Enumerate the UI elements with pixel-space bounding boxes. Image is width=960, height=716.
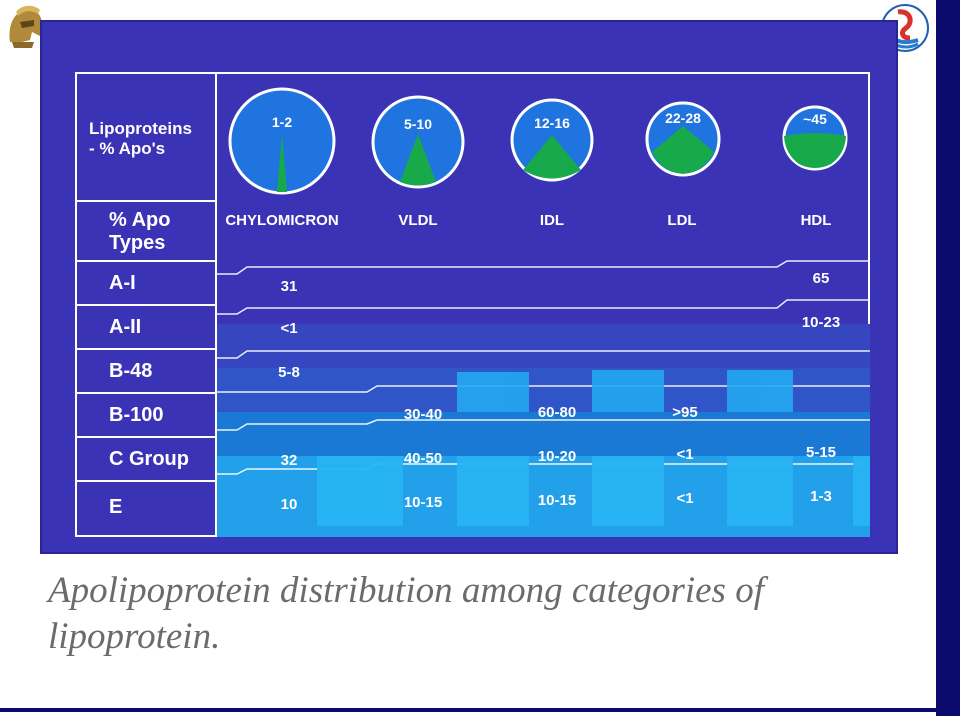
cell-e-ldl: <1 [676,490,694,507]
right-border-bar [936,0,960,716]
col-chylomicron: CHYLOMICRON [225,212,339,229]
cell-b48-chylomicron: 5-8 [278,364,300,381]
cell-b100-vldl: 30-40 [403,406,443,423]
cell-b100-ldl: >95 [672,404,698,421]
lipoprotein-table: Lipoproteins - % Apo's % Apo Types 1-2 5… [75,72,870,537]
caption-line2: lipoprotein. [48,616,221,657]
cell-a1-chylomicron: 31 [280,278,298,295]
cell-b100-idl: 60-80 [537,404,577,421]
header-label-line2: - % Apo's [89,139,166,158]
b48-band [217,324,870,368]
cell-c-chylomicron: 32 [280,452,298,469]
bottom-border-line [0,708,936,712]
circle-hdl: ~45 [781,104,849,172]
row-label-b48: B-48 [109,359,153,382]
circle-chylomicron: 1-2 [227,86,337,196]
types-label: % Apo Types [77,202,215,262]
circle-label: 22-28 [665,110,701,126]
types-label-line2: Types [109,232,166,254]
cell-a2-hdl: 10-23 [801,314,841,331]
row-divider [77,436,215,438]
circle-label: ~45 [803,111,827,127]
cell-a2-chylomicron: <1 [280,320,298,337]
col-hdl: HDL [800,212,832,229]
row-label-b100: B-100 [109,403,164,426]
row-divider [77,392,215,394]
col-vldl: VLDL [398,212,438,229]
row-divider [77,480,215,482]
col-idl: IDL [539,212,565,229]
cell-e-hdl: 1-3 [810,488,832,505]
row-label-c-group: C Group [109,447,189,470]
caption-line1: Apolipoprotein distribution among catego… [48,570,764,611]
row-label-a2: A-II [109,315,142,338]
circle-idl: 12-16 [509,97,595,183]
circle-label: 1-2 [271,114,293,130]
col-ldl: LDL [667,212,697,229]
cell-c-vldl: 40-50 [403,450,443,467]
header-label: Lipoproteins - % Apo's [77,84,215,194]
cell-e-chylomicron: 10 [280,496,298,513]
cell-e-vldl: 10-15 [403,494,443,511]
column-divider [215,74,217,535]
cell-c-hdl: 5-15 [805,444,837,461]
types-label-line1: % Apo [109,209,171,231]
helmet-logo-icon [4,2,48,50]
cell-c-ldl: <1 [676,446,694,463]
row-divider [77,200,215,202]
row-label-a1: A-I [109,271,136,294]
circle-label: 12-16 [534,115,570,131]
row-label-e: E [109,495,123,518]
row-divider [77,348,215,350]
cell-c-idl: 10-20 [537,448,577,465]
row-step-lines [217,260,870,526]
cell-e-idl: 10-15 [537,492,577,509]
slide-panel: Lipoproteins - % Apo's % Apo Types 1-2 5… [40,20,898,554]
caption: Apolipoprotein distribution among catego… [48,568,908,660]
circle-vldl: 5-10 [370,94,466,190]
circle-label: 5-10 [403,116,433,132]
circle-ldl: 22-28 [644,100,722,178]
row-divider [77,260,215,262]
cell-a1-hdl: 65 [812,270,830,287]
row-divider [77,304,215,306]
header-label-line1: Lipoproteins [89,119,192,139]
